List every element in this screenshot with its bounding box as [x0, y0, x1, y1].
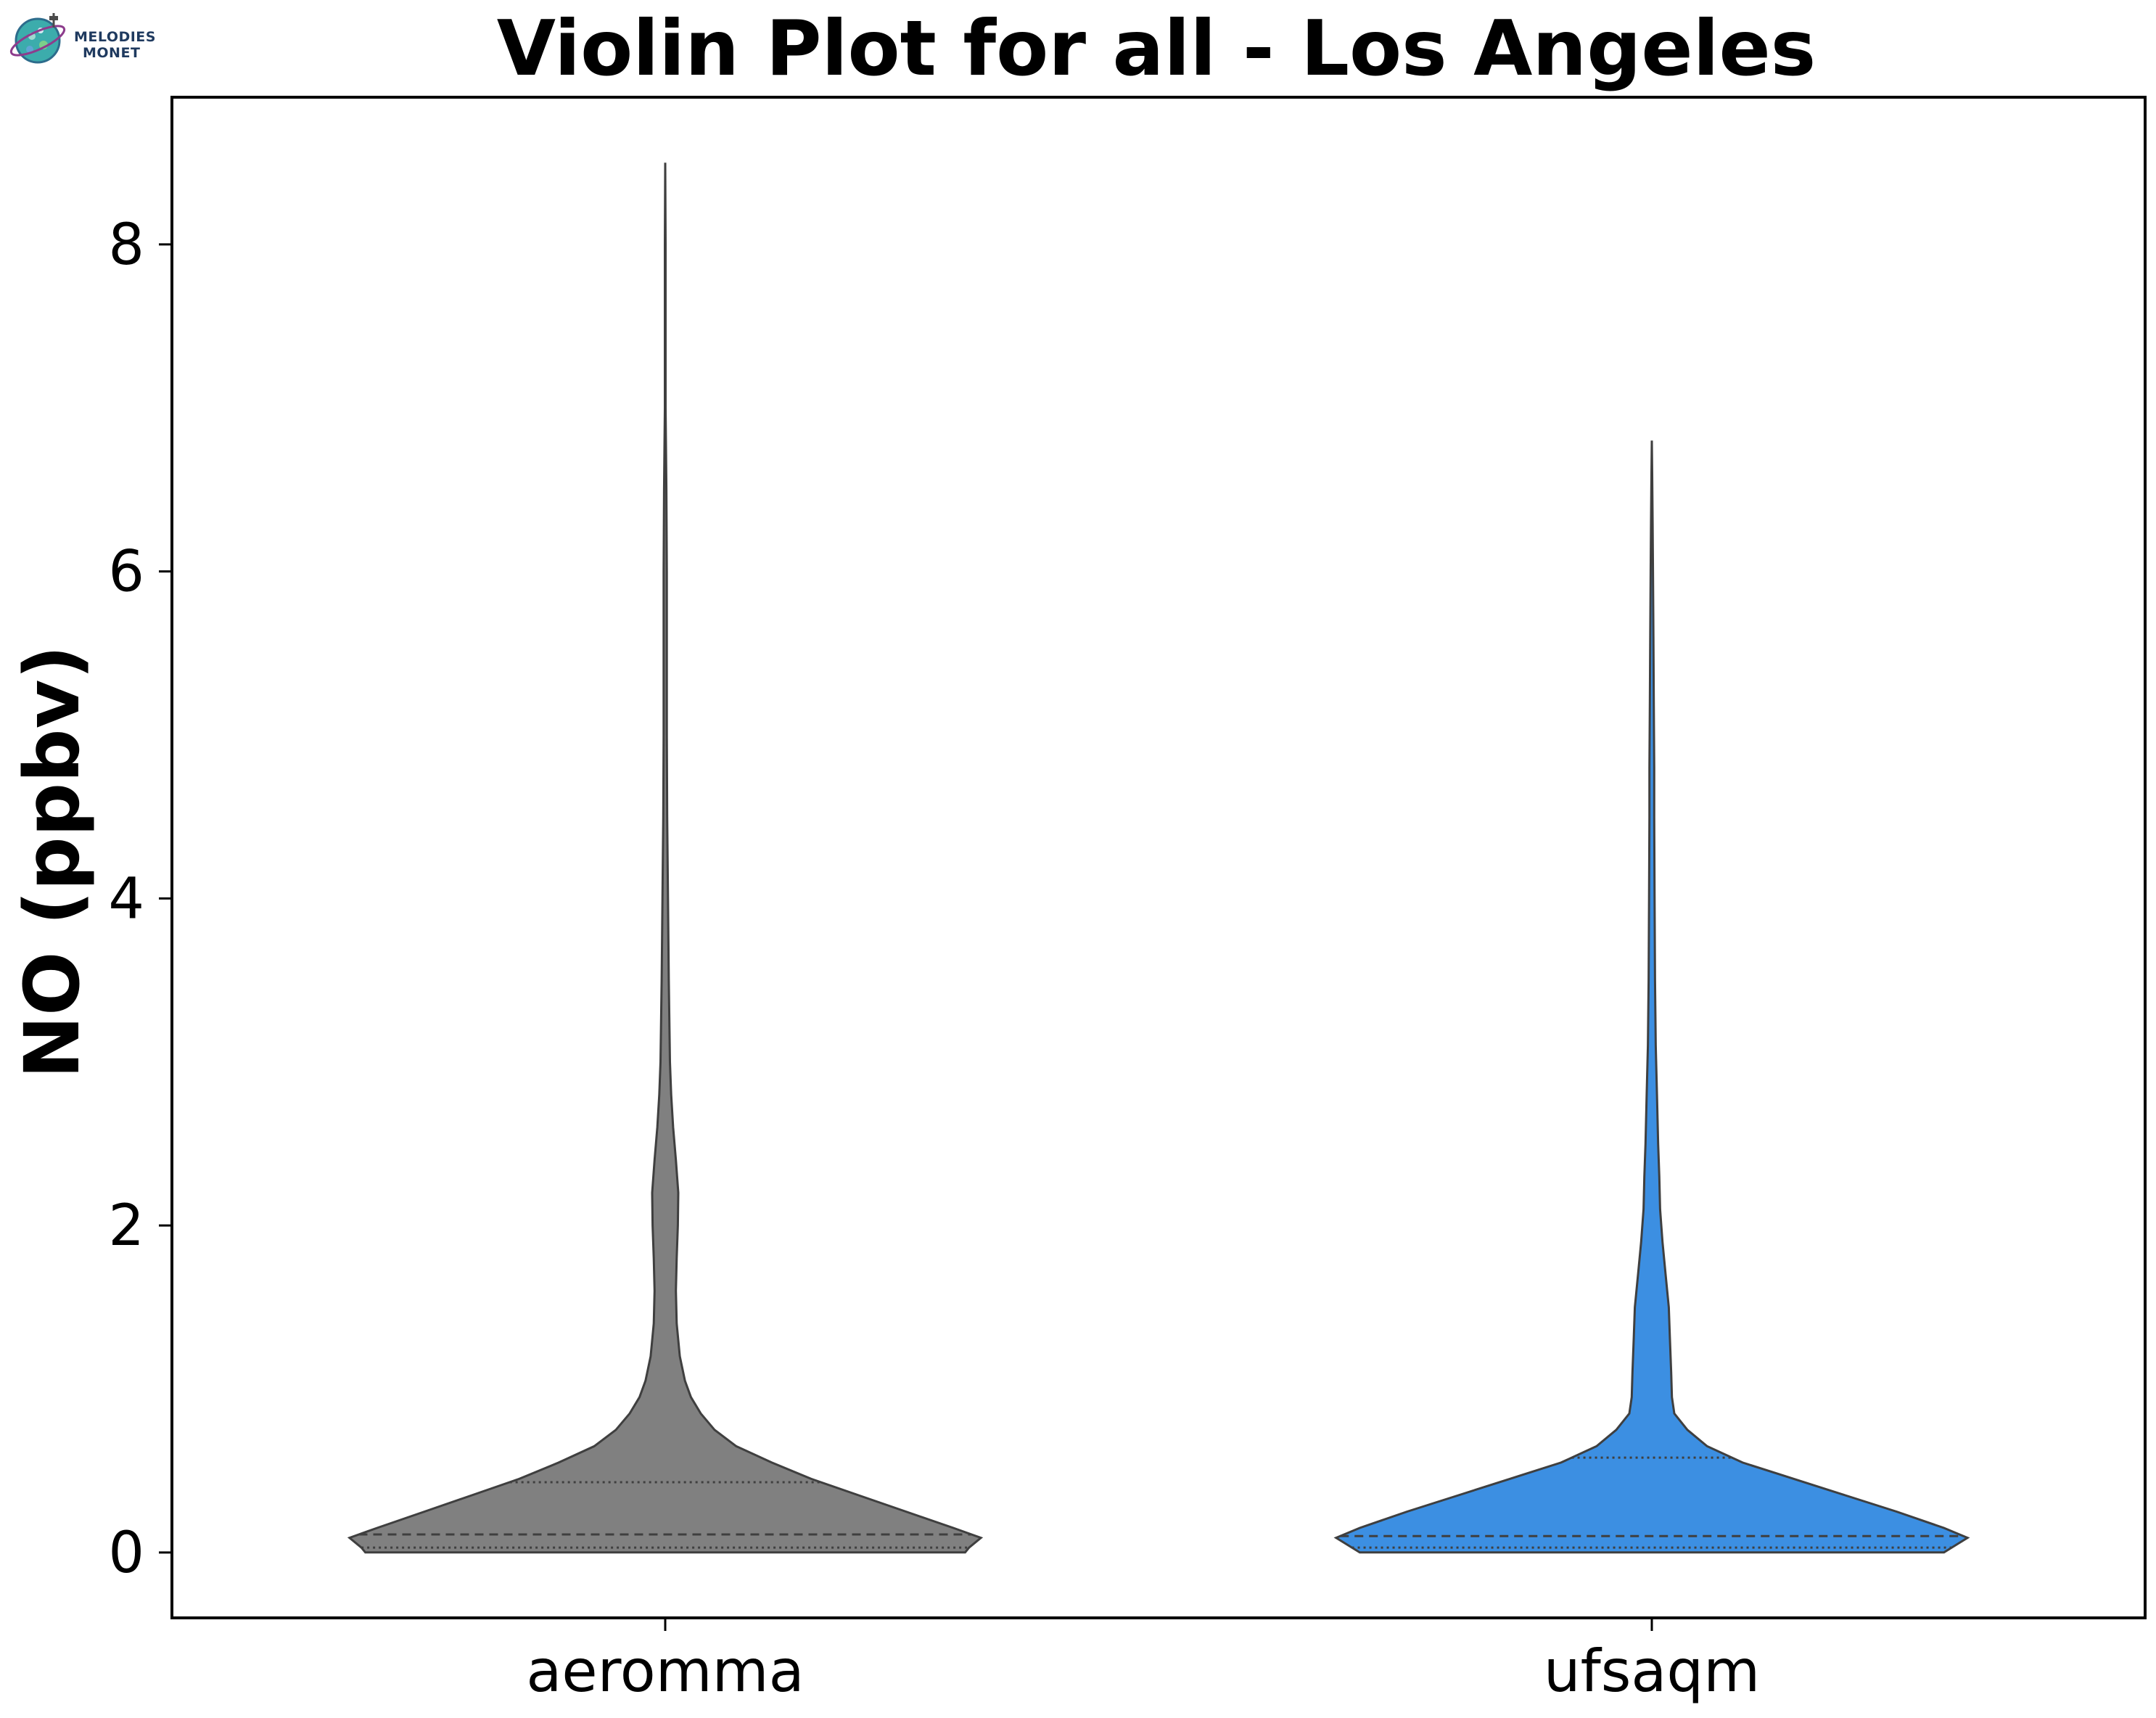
violin-layer	[347, 163, 1970, 1554]
plot-frame	[170, 96, 2147, 1619]
y-axis-label: NO (ppbv)	[8, 645, 96, 1079]
logo-text-line2: MONET	[83, 45, 141, 61]
y-axis: 0 2 4 6 8	[108, 213, 172, 1586]
melodies-monet-logo: MELODIES MONET	[7, 9, 160, 75]
y-tick-label: 4	[108, 866, 144, 932]
y-tick-label: 2	[108, 1193, 144, 1259]
x-tick-label-ufsaqm: ufsaqm	[1544, 1637, 1760, 1705]
violin-aeromma	[347, 163, 984, 1554]
violin-ufsaqm	[1333, 440, 1970, 1554]
chart-title: Violin Plot for all - Los Angeles	[497, 4, 1816, 93]
y-tick-label: 8	[108, 213, 144, 278]
x-axis: aeromma ufsaqm	[526, 1618, 1760, 1705]
logo-text-line1: MELODIES	[74, 29, 156, 45]
y-tick-label: 0	[108, 1521, 144, 1586]
x-tick-label-aeromma: aeromma	[526, 1637, 804, 1705]
y-tick-label: 6	[108, 540, 144, 605]
globe-logo-icon	[9, 13, 66, 64]
